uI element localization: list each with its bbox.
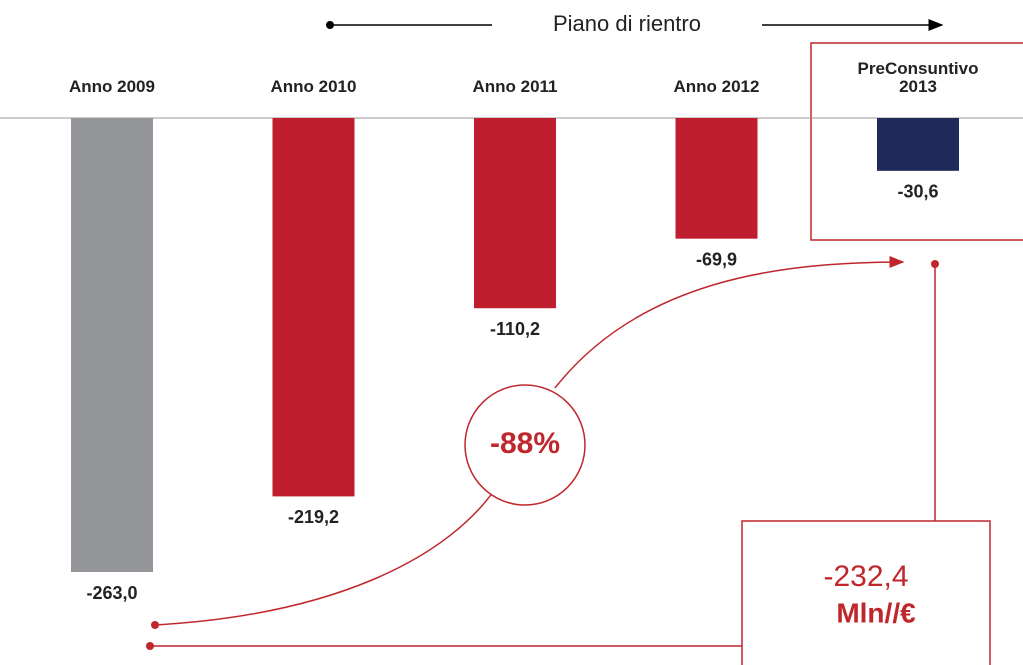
category-label: Anno 2010 [270,77,357,96]
value-label: -263,0 [86,583,137,603]
category-label: PreConsuntivo 2013 [857,59,979,96]
total-unit: Mln//€ [836,597,916,628]
bars: -263,0 -219,2 -110,2 -69,9 -30,6 [71,118,959,603]
change-circle [464,384,586,506]
value-label: -30,6 [897,182,938,202]
bar [272,118,355,497]
total-box [741,520,991,665]
category-label: Anno 2011 [472,77,558,96]
category-label: Anno 2012 [673,77,760,96]
bar [675,118,758,239]
value-label: -69,9 [696,249,737,269]
value-label: -110,2 [490,319,540,339]
bar [71,118,153,572]
value-label: -219,2 [288,507,339,527]
highlight-box [810,42,1023,241]
bar [474,118,556,309]
trend-arrow [154,262,903,626]
total-value: -232,4 [823,560,908,593]
chart-title: Piano di rientro [553,11,701,36]
change-label: -88% [490,427,560,460]
arrow-dot [151,621,159,629]
category-label: Anno 2009 [69,77,155,96]
bar [877,118,959,171]
